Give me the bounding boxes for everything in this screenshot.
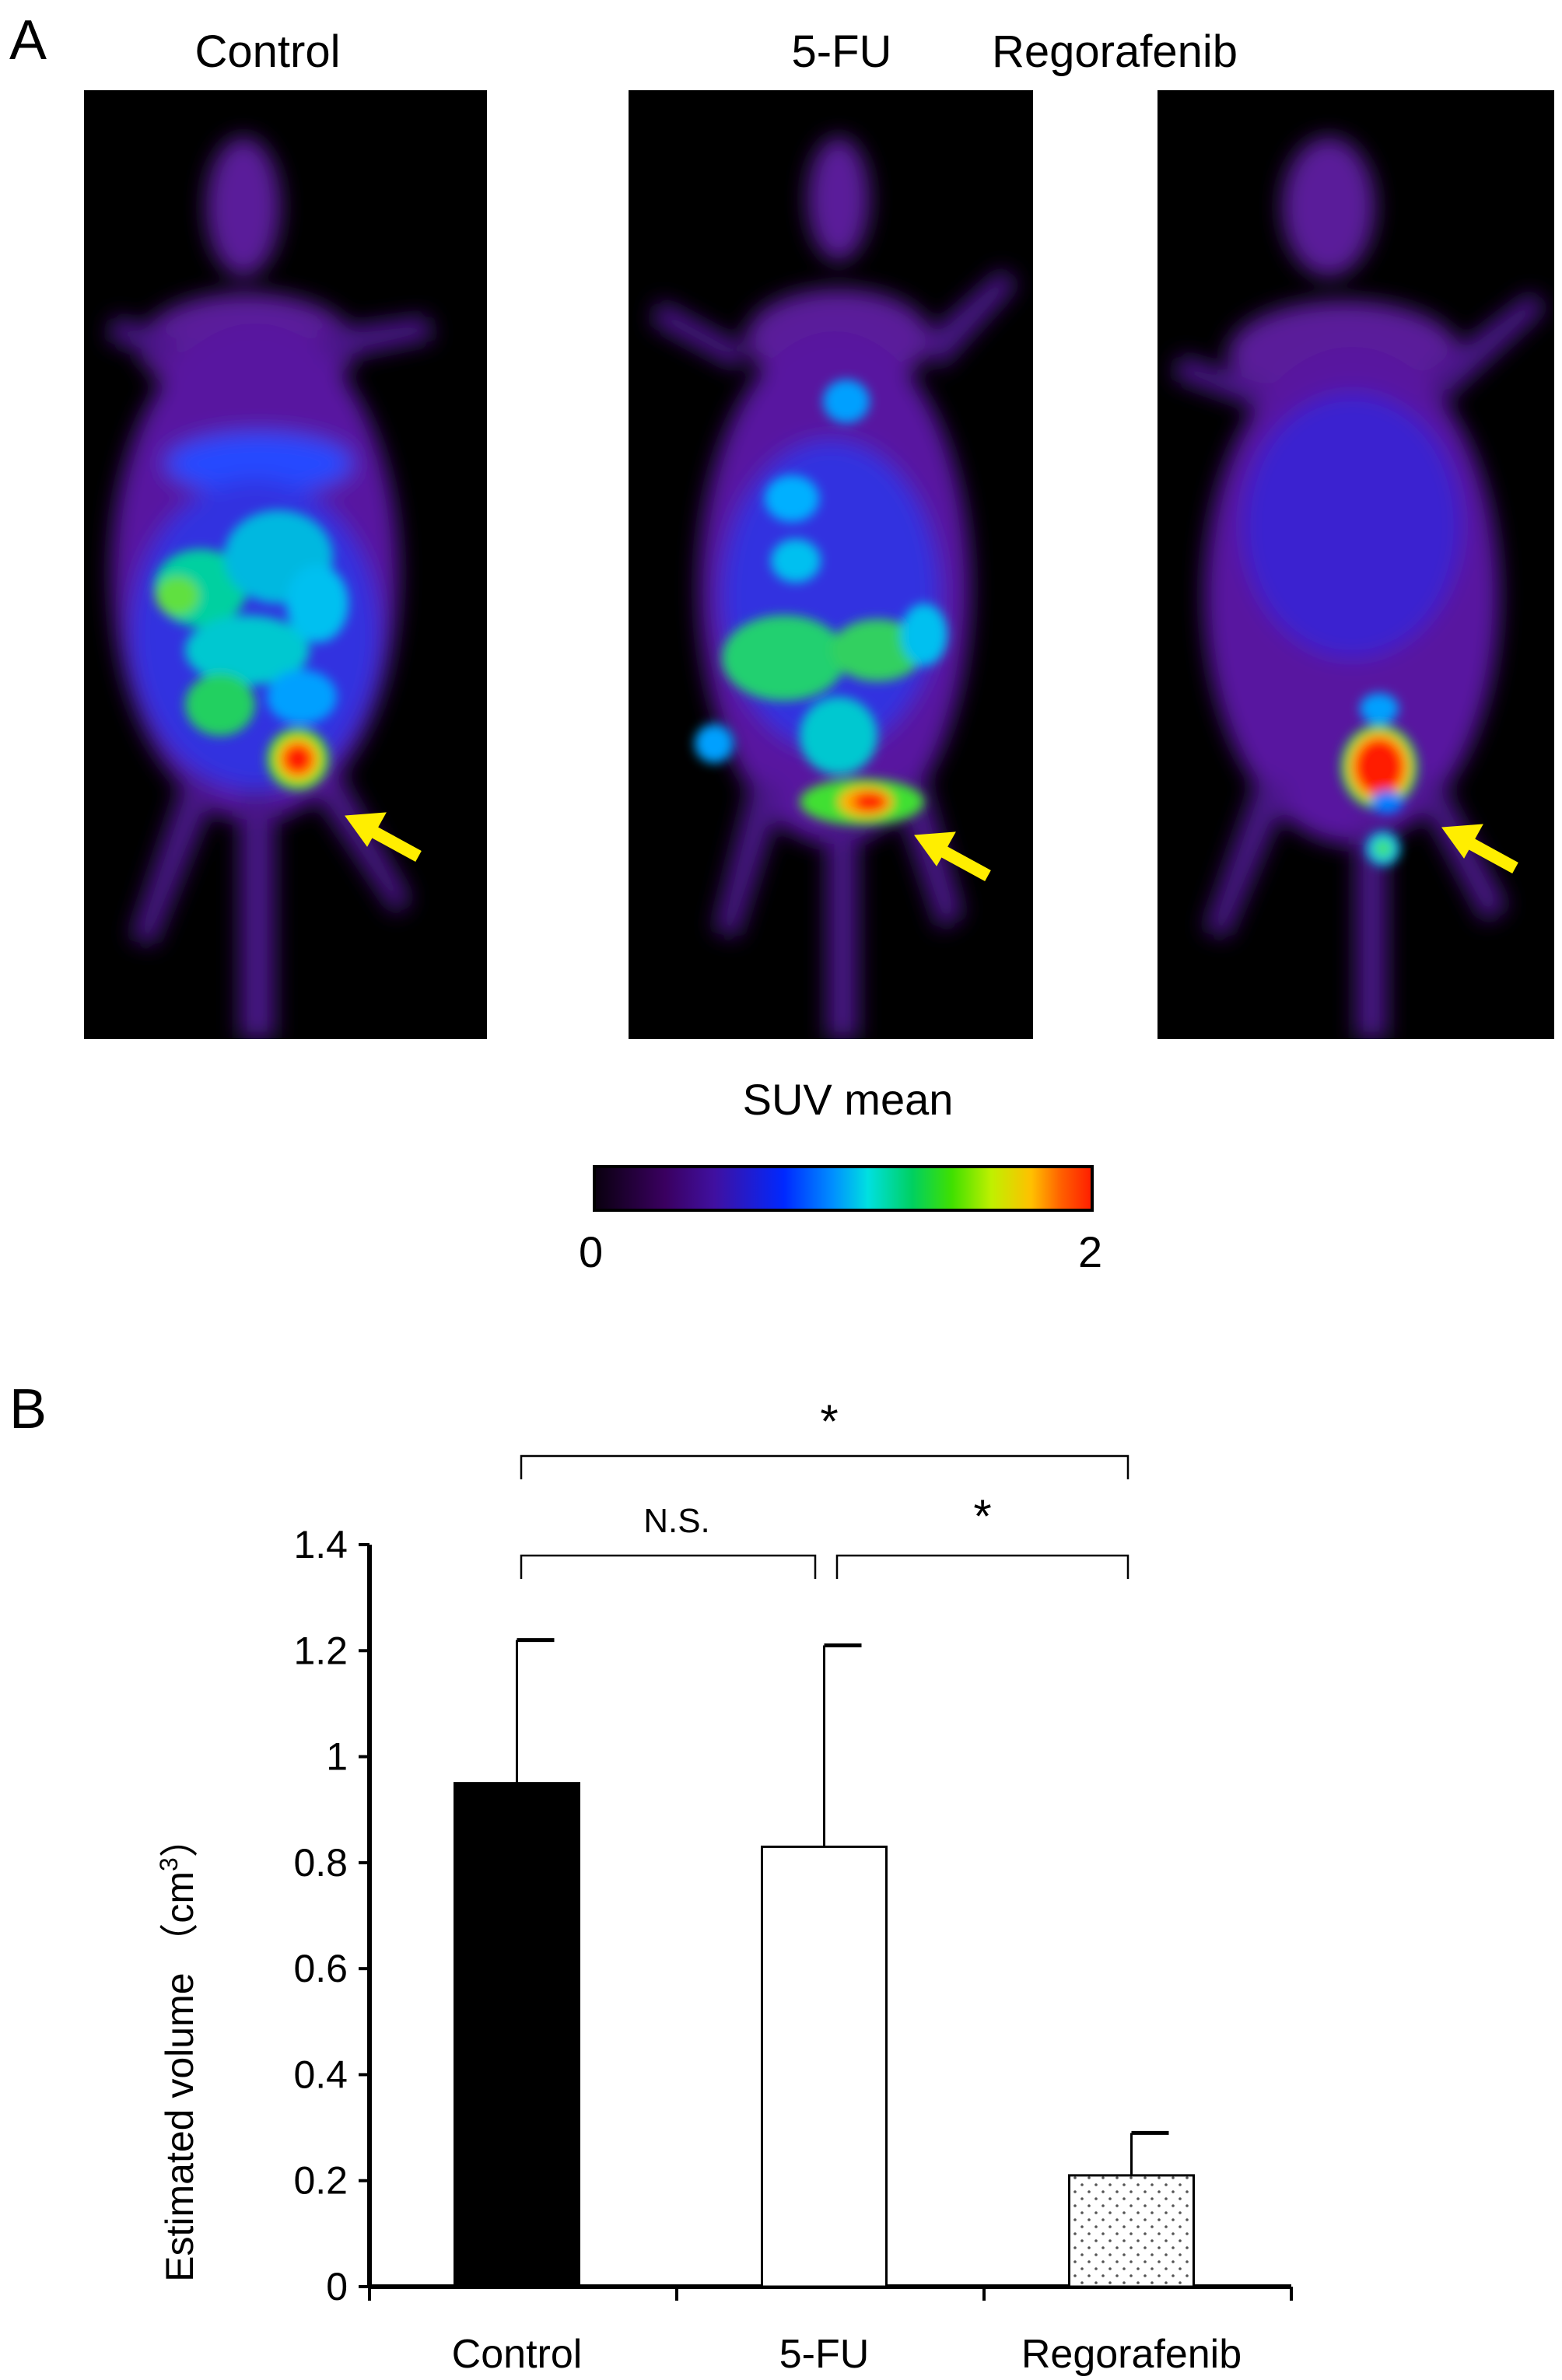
bar-5-fu: [761, 1845, 888, 2288]
pet-scan-5fu: [652, 137, 1017, 1039]
bar-regorafenib: [1068, 2174, 1195, 2288]
colorbar: [593, 1165, 1094, 1212]
y-tick-label: 0.6: [293, 1947, 348, 1990]
bar-chart: * N.S. * Estimated volume （cm3） 0 0.2 0.4 0…: [155, 1395, 1293, 2377]
pet-scan-regorafenib: [1173, 137, 1546, 1039]
y-tick-label: 0: [326, 2265, 348, 2308]
x-tick-label: 5-FU: [779, 2332, 870, 2377]
bracket-5fu-vs-regorafenib: [835, 1554, 1129, 1579]
image-title-regorafenib: Regorafenib: [992, 26, 1238, 77]
y-tick-label: 0.4: [293, 2053, 348, 2096]
arrow-regorafenib: [1441, 824, 1518, 874]
y-axis-label: Estimated volume （cm3）: [155, 1818, 201, 2282]
sig-label-ns: N.S.: [643, 1502, 710, 1540]
bar-control: [454, 1782, 580, 2288]
arrow-control: [345, 812, 422, 863]
colorbar-min-label: 0: [579, 1227, 604, 1276]
x-tick-label: Control: [452, 2332, 583, 2377]
y-tick-label: 0.2: [293, 2159, 348, 2203]
colorbar-title: SUV mean: [742, 1075, 954, 1124]
sig-star-top: *: [820, 1395, 838, 1447]
pet-image-control: [84, 90, 487, 1039]
y-tick-label: 1: [326, 1735, 348, 1779]
pet-scan-control: [107, 137, 434, 1039]
sig-star-right: *: [973, 1490, 991, 1542]
significance-brackets: [520, 1454, 1129, 1579]
colorbar-max-label: 2: [1078, 1227, 1103, 1276]
pet-image-5fu: [629, 90, 1033, 1039]
image-title-5fu: 5-FU: [791, 26, 892, 77]
panel-a-letter: A: [9, 9, 47, 72]
y-tick-label: 1.4: [293, 1523, 348, 1566]
x-tick-label: Regorafenib: [1021, 2332, 1242, 2377]
pet-image-regorafenib: [1157, 90, 1554, 1039]
bracket-control-vs-regorafenib: [520, 1454, 1129, 1479]
y-tick-label: 0.8: [293, 1841, 348, 1885]
arrow-5fu: [914, 831, 991, 882]
y-tick-label: 1.2: [293, 1629, 348, 1672]
panel-b-letter: B: [9, 1378, 47, 1440]
bracket-control-vs-5fu: [520, 1554, 817, 1579]
image-title-control: Control: [194, 26, 341, 77]
